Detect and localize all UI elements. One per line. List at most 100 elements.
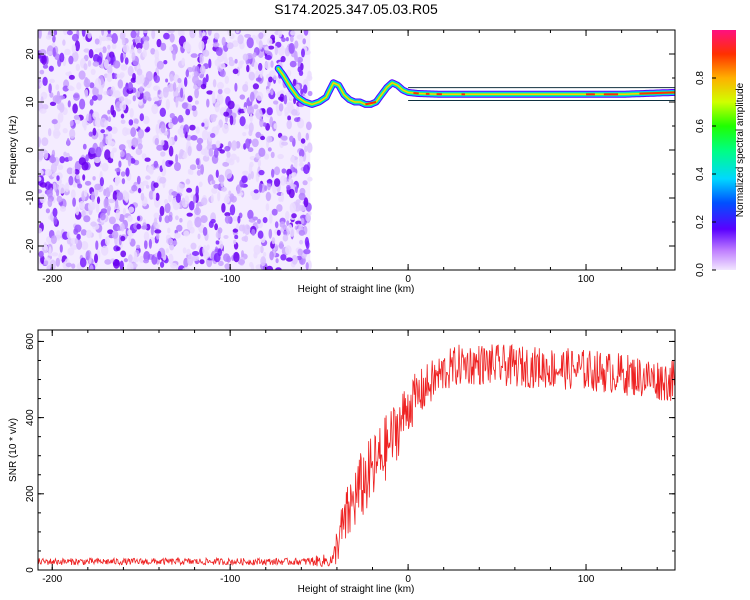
noise-blob	[159, 107, 166, 118]
noise-blob	[67, 247, 75, 256]
noise-blob	[63, 151, 67, 157]
noise-blob	[69, 120, 74, 127]
noise-blob	[228, 56, 233, 62]
noise-blob	[170, 262, 178, 269]
noise-blob	[258, 32, 264, 40]
noise-blob	[266, 135, 273, 143]
noise-blob	[286, 119, 292, 130]
noise-blob	[142, 30, 148, 34]
noise-blob	[137, 187, 142, 194]
noise-blob	[214, 223, 219, 231]
noise-blob	[217, 81, 224, 90]
ridge-peak-segment	[639, 91, 675, 95]
noise-blob	[75, 206, 80, 216]
noise-blob	[291, 155, 295, 163]
noise-blob	[125, 167, 130, 177]
noise-blob	[199, 53, 204, 65]
noise-blob	[261, 108, 266, 114]
noise-blob	[223, 111, 230, 117]
noise-blob	[64, 182, 70, 193]
noise-blob	[41, 137, 49, 147]
noise-blob	[125, 128, 132, 135]
noise-blob	[177, 114, 184, 123]
noise-blob	[266, 179, 273, 184]
noise-blob	[298, 229, 306, 236]
noise-blob	[127, 215, 133, 222]
colorbar-tick-label: 0.4	[695, 167, 706, 181]
noise-blob	[269, 251, 274, 261]
noise-blob	[45, 208, 51, 214]
noise-blob	[165, 248, 169, 254]
noise-blob	[306, 121, 312, 131]
noise-blob	[160, 124, 166, 134]
noise-blob	[111, 33, 118, 44]
noise-blob	[192, 251, 200, 256]
noise-blob	[89, 99, 94, 106]
noise-blob	[186, 212, 193, 217]
noise-blob	[225, 115, 228, 123]
colorbar-label: Normalized spectral amplitude	[735, 82, 746, 217]
noise-blob	[246, 105, 255, 115]
noise-blob	[107, 229, 114, 235]
noise-blob	[48, 128, 52, 137]
noise-blob	[274, 221, 279, 229]
noise-blob	[255, 77, 262, 82]
noise-blob	[169, 45, 174, 52]
noise-blob	[258, 147, 266, 157]
noise-blob	[285, 210, 290, 221]
noise-blob	[46, 236, 52, 244]
noise-blob	[163, 60, 168, 65]
noise-blob	[63, 30, 68, 35]
noise-blob	[156, 233, 160, 240]
noise-blob	[215, 140, 221, 149]
noise-blob	[198, 40, 205, 51]
noise-blob	[304, 145, 308, 153]
noise-blob	[208, 58, 212, 69]
noise-blob	[290, 30, 296, 36]
noise-blob	[141, 153, 147, 159]
noise-blob	[42, 64, 49, 69]
noise-blob	[259, 118, 264, 128]
noise-blob	[152, 190, 157, 201]
noise-blob	[64, 48, 71, 56]
noise-blob	[79, 200, 85, 210]
noise-blob	[190, 53, 198, 58]
noise-blob	[177, 77, 182, 84]
noise-blob	[202, 35, 209, 41]
bottom-x-axis: -200 -100 0 100	[42, 330, 658, 585]
noise-blob	[59, 52, 65, 63]
noise-blob	[270, 89, 274, 96]
noise-blob	[180, 87, 184, 98]
y-tick-label: 20	[25, 48, 36, 60]
noise-blob	[104, 149, 111, 161]
noise-blob	[175, 96, 179, 108]
noise-blob	[218, 174, 225, 184]
noise-blob	[258, 62, 263, 71]
noise-blob	[229, 115, 234, 126]
noise-blob	[167, 227, 171, 234]
y-tick-label: 600	[25, 333, 36, 350]
noise-blob	[110, 54, 114, 66]
noise-blob	[136, 244, 141, 249]
noise-blob	[216, 94, 221, 100]
noise-blob	[283, 230, 288, 236]
noise-blob	[247, 147, 254, 153]
noise-blob	[39, 81, 43, 88]
noise-blob	[296, 34, 304, 40]
noise-blob	[55, 84, 60, 91]
noise-blob	[159, 205, 165, 217]
noise-blob	[229, 33, 235, 40]
noise-blob	[67, 100, 71, 108]
noise-blob	[216, 124, 221, 131]
noise-blob	[156, 60, 164, 70]
noise-blob	[74, 224, 82, 233]
noise-blob	[217, 191, 221, 202]
noise-blob	[95, 202, 100, 213]
colorbar-tick-label: 0.6	[695, 119, 706, 133]
noise-blob	[95, 146, 102, 158]
noise-blob	[181, 197, 186, 207]
noise-blob	[83, 48, 90, 53]
noise-blob	[94, 253, 98, 264]
noise-blob	[147, 97, 152, 102]
noise-blob	[174, 232, 181, 239]
